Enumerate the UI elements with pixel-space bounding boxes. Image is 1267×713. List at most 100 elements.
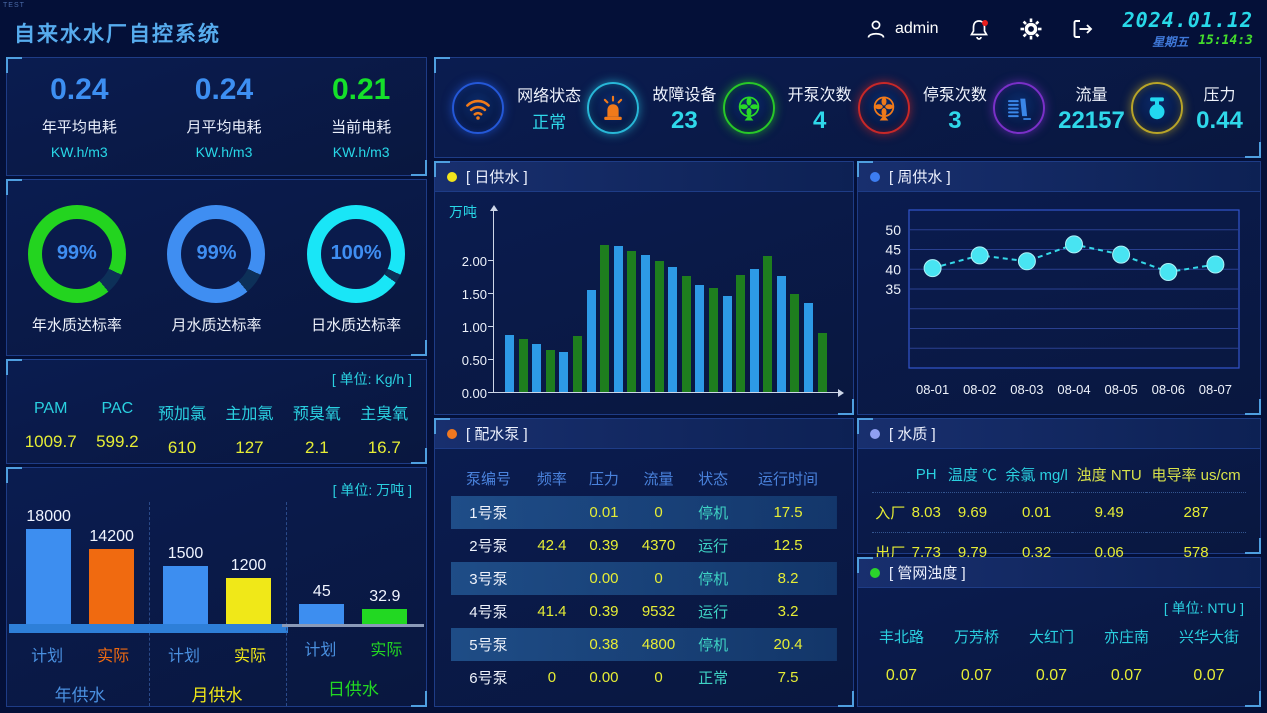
dosing-item: 主加氯 127 [225, 400, 273, 458]
settings-gear-icon[interactable] [1019, 17, 1043, 41]
pump-cell: 1号泵 [469, 505, 508, 522]
turbidity-station-value: 0.07 [960, 667, 993, 684]
pump-cell: 运行 [698, 538, 729, 555]
water-quality-panel: [ 水质 ] PH 温度 ℃ 余氯 mg/l 浊度 NTU 电导率 us/cm 入厂 8.… [857, 418, 1261, 562]
daily-bar [586, 289, 596, 392]
x-axis [493, 388, 844, 397]
bar-platform [282, 624, 425, 627]
plan-bar-value: 18000 [26, 508, 71, 525]
turbidity-station: 兴华大街 0.07 [1179, 626, 1239, 685]
bell-icon [969, 19, 988, 40]
logout-icon[interactable] [1071, 17, 1095, 41]
status-bar-panel: 网络状态 正常 故障设 [434, 57, 1261, 158]
water-quality-corner-cell [872, 457, 908, 493]
actual-bar-column: 32.9 [362, 588, 408, 624]
turbidity-station-value: 0.07 [885, 667, 918, 684]
daily-bar [613, 245, 623, 392]
supply-bars: 18000 14200 [26, 502, 135, 624]
daily-supply-panel: [ 日供水 ] 万吨 0.00 0.50 1.00 1.50 2.00 [434, 161, 854, 415]
y-axis [489, 205, 498, 393]
supply-unit-label: [ 单位: 万吨 ] [332, 482, 412, 498]
weekly-supply-panel: [ 周供水 ] 50 45 40 35 08-01 08-02 08-03 08-04 08-… [857, 161, 1261, 415]
pumps-table: 泵编号 频率 压力 流量 状态 运行时间 1号泵 0.01 0 停机 17.5 2号泵 42.4 0.3… [451, 461, 837, 694]
daily-bar [817, 332, 827, 392]
plan-bar-column: 1500 [162, 545, 208, 624]
turbidity-station: 亦庄南 0.07 [1104, 626, 1149, 685]
svg-text:40: 40 [885, 261, 901, 277]
water-quality-row-name: 入厂 [875, 505, 906, 522]
turbidity-station-name: 大红门 [1028, 629, 1074, 646]
actual-bar-column: 14200 [89, 528, 135, 624]
plan-bar-value: 45 [312, 583, 331, 600]
status-value: 3 [948, 106, 962, 134]
quality-rings: 99% 年水质达标率 99% 月水质达标率 100% 日水质达标率 [7, 180, 426, 355]
daily-bar [654, 260, 664, 392]
water-quality-column-header: 电导率 us/cm [1151, 467, 1241, 484]
dosing-item: 预臭氧 2.1 [293, 400, 341, 458]
turbidity-station: 丰北路 0.07 [879, 626, 924, 685]
dosing-name: 主加氯 [225, 405, 274, 423]
fan-green-icon [738, 96, 759, 120]
pump-cell: 停机 [698, 637, 729, 654]
turbidity-station-name: 兴华大街 [1178, 629, 1239, 646]
quality-ring-day: 100% 日水质达标率 [307, 204, 406, 335]
ring-percent: 99% [56, 242, 97, 265]
pump-cell: 20.4 [773, 636, 803, 653]
header-actions: admin [864, 8, 1253, 50]
notifications-button[interactable] [967, 17, 991, 41]
water-quality-table-body: 入厂 8.03 9.69 0.01 9.49 287 出厂 7.73 9.79 0.32 0.06 5… [872, 492, 1246, 573]
status-value: 4 [812, 106, 827, 134]
daily-bar [572, 335, 582, 392]
dosing-name: 主臭氧 [360, 405, 409, 423]
status-item-network: 网络状态 正常 [452, 81, 581, 134]
panel-dot [870, 567, 880, 578]
dosing-item: PAM 1009.7 [25, 400, 77, 458]
y-tick-label: 2.00 [461, 254, 487, 269]
dosing-value: 1009.7 [24, 431, 77, 451]
dosing-name: 预加氯 [158, 405, 207, 423]
weekly-line-chart-svg: 50 45 40 35 08-01 08-02 08-03 08-04 08-05 08-06 0… [885, 208, 1240, 397]
water-quality-value: 9.79 [957, 544, 988, 561]
pump-cell: 0.00 [589, 570, 619, 587]
pumps-column-header: 流量 [643, 471, 674, 488]
dosing-name: PAM [33, 399, 68, 417]
water-quality-value: 7.73 [911, 544, 941, 561]
pump-cell: 3号泵 [469, 571, 508, 588]
daily-bar [627, 251, 637, 392]
daily-supply-header: [ 日供水 ] [435, 162, 853, 192]
pumps-table-header: 泵编号 频率 压力 流量 状态 运行时间 [451, 461, 837, 496]
status-label: 开泵次数 [787, 86, 852, 104]
supply-bars: 45 32.9 [299, 502, 408, 624]
energy-stat-current: 0.21 当前电耗 KW.h/m3 [331, 73, 391, 160]
series-labels: 计划 实际 [304, 636, 402, 660]
ring-label: 年水质达标率 [31, 316, 122, 334]
water-quality-value: 8.03 [911, 504, 941, 521]
status-label: 压力 [1203, 86, 1236, 104]
water-quality-value: 0.06 [1094, 544, 1124, 561]
notification-badge [981, 19, 988, 26]
status-label: 故障设备 [652, 86, 717, 104]
dosing-value: 610 [167, 437, 197, 457]
datetime-display: 2024.01.12 星期五 15:14:3 [1123, 8, 1253, 50]
donut-ring: 100% [307, 204, 406, 303]
right-area: 网络状态 正常 故障设 [434, 57, 1261, 707]
actual-series-label: 实际 [370, 642, 403, 659]
pump-cell: 0.39 [589, 603, 619, 620]
pump-cell: 41.4 [537, 603, 567, 620]
pump-cell: 12.5 [773, 537, 803, 554]
y-tick-mark [488, 326, 493, 327]
plan-bar [26, 529, 72, 624]
status-value: 22157 [1058, 106, 1125, 134]
pump-cell: 4号泵 [469, 604, 508, 621]
dosing-value: 127 [235, 437, 264, 457]
status-item-pump-starts: 开泵次数 4 [722, 81, 852, 135]
panel-title: [ 水质 ] [889, 426, 936, 443]
turbidity-station-value: 0.07 [1110, 667, 1143, 684]
dosing-item: PAC 599.2 [96, 400, 139, 458]
user-menu[interactable]: admin [864, 17, 939, 41]
daily-bar [776, 275, 786, 392]
pump-cell [526, 628, 578, 661]
bottom-row: [ 配水泵 ] 泵编号 频率 压力 流量 状态 运行时间 1号泵 0.01 0 停机 17.5 2号… [434, 418, 1261, 707]
pump-cell: 0.39 [589, 537, 619, 554]
charts-row: [ 日供水 ] 万吨 0.00 0.50 1.00 1.50 2.00 [ 周供水 ] 5… [434, 161, 1261, 415]
